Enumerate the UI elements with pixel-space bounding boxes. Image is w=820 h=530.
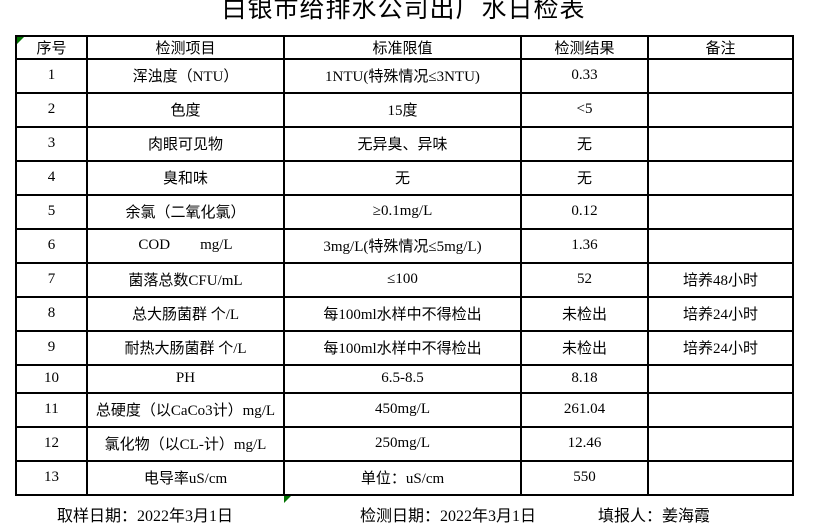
table-row: 5 余氯（二氧化氯） ≥0.1mg/L 0.12 [15,193,794,230]
item-cell: 余氯（二氧化氯） [86,193,285,230]
limit-cell: 每100ml水样中不得检出 [283,295,522,332]
limit-cell: 1NTU(特殊情况≤3NTU) [283,58,522,94]
table-row: 8 总大肠菌群 个/L 每100ml水样中不得检出 未检出 培养24小时 [15,295,794,332]
table-row: 13 电导率uS/cm 单位：uS/cm 550 [15,459,794,497]
result-cell: 无 [520,159,649,196]
row-number-cell: 4 [15,159,88,196]
limit-cell: 无异臭、异味 [283,125,522,162]
header-row: 序号 检测项目 标准限值 检测结果 备注 [15,35,794,60]
header-cell-item: 检测项目 [86,35,285,60]
row-number-cell: 9 [15,329,88,366]
item-cell: 色度 [86,91,285,128]
row-number-cell: 13 [15,459,88,497]
note-cell [647,363,794,394]
limit-cell: 450mg/L [283,391,522,428]
item-cell: 耐热大肠菌群 个/L [86,329,285,366]
item-cell: COD mg/L [86,227,285,264]
header-cell-no: 序号 [15,35,88,60]
item-cell: 肉眼可见物 [86,125,285,162]
result-cell: 1.36 [520,227,649,264]
result-cell: 12.46 [520,425,649,462]
note-cell: 培养24小时 [647,295,794,332]
limit-cell: 250mg/L [283,425,522,462]
item-cell: 总大肠菌群 个/L [86,295,285,332]
note-cell: 培养24小时 [647,329,794,366]
limit-cell: 6.5-8.5 [283,363,522,394]
result-cell: 未检出 [520,295,649,332]
item-cell: 电导率uS/cm [86,459,285,497]
result-cell: 未检出 [520,329,649,366]
sampling-date-label: 取样日期：2022年3月1日 [57,508,234,525]
result-cell: 550 [520,459,649,497]
row-number-cell: 6 [15,227,88,264]
cell-corner-marker-icon [18,38,24,44]
page-title: 白银市给排水公司出厂水日检表 [221,0,586,23]
item-cell: 浑浊度（NTU） [86,58,285,94]
table-body: 1 浑浊度（NTU） 1NTU(特殊情况≤3NTU) 0.33 2 色度 15度… [15,58,794,497]
limit-cell: 15度 [283,91,522,128]
result-cell: <5 [520,91,649,128]
row-number-cell: 1 [15,58,88,94]
sheet-handle-marker-icon [284,496,291,503]
row-number-cell: 8 [15,295,88,332]
note-cell: 培养48小时 [647,261,794,298]
row-number-cell: 10 [15,363,88,394]
row-number-cell: 3 [15,125,88,162]
table-row: 6 COD mg/L 3mg/L(特殊情况≤5mg/L) 1.36 [15,227,794,264]
header-cell-note: 备注 [647,35,794,60]
result-cell: 0.12 [520,193,649,230]
table-row: 2 色度 15度 <5 [15,91,794,128]
table-row: 11 总硬度（以CaCo3计）mg/L 450mg/L 261.04 [15,391,794,428]
item-cell: 总硬度（以CaCo3计）mg/L [86,391,285,428]
result-cell: 261.04 [520,391,649,428]
row-number-cell: 12 [15,425,88,462]
footer: 取样日期：2022年3月1日 检测日期：2022年3月1日 填报人：姜海霞 [0,502,820,526]
limit-cell: 无 [283,159,522,196]
item-cell: 菌落总数CFU/mL [86,261,285,298]
header-label-no: 序号 [36,41,67,57]
note-cell [647,227,794,264]
table-row: 9 耐热大肠菌群 个/L 每100ml水样中不得检出 未检出 培养24小时 [15,329,794,366]
result-cell: 0.33 [520,58,649,94]
note-cell [647,425,794,462]
result-cell: 无 [520,125,649,162]
table-row: 12 氯化物（以CL-计）mg/L 250mg/L 12.46 [15,425,794,462]
item-cell: 臭和味 [86,159,285,196]
limit-cell: ≤100 [283,261,522,298]
note-cell [647,91,794,128]
reporter-label: 填报人：姜海霞 [598,508,711,525]
table-row: 10 PH 6.5-8.5 8.18 [15,363,794,394]
table-row: 3 肉眼可见物 无异臭、异味 无 [15,125,794,162]
note-cell [647,58,794,94]
limit-cell: 每100ml水样中不得检出 [283,329,522,366]
row-number-cell: 7 [15,261,88,298]
test-date-label: 检测日期：2022年3月1日 [360,508,537,525]
note-cell [647,391,794,428]
note-cell [647,125,794,162]
result-cell: 52 [520,261,649,298]
table-row: 4 臭和味 无 无 [15,159,794,196]
row-number-cell: 5 [15,193,88,230]
note-cell [647,193,794,230]
limit-cell: 单位：uS/cm [283,459,522,497]
limit-cell: ≥0.1mg/L [283,193,522,230]
limit-cell: 3mg/L(特殊情况≤5mg/L) [283,227,522,264]
note-cell [647,159,794,196]
item-cell: 氯化物（以CL-计）mg/L [86,425,285,462]
row-number-cell: 2 [15,91,88,128]
item-cell: PH [86,363,285,394]
result-cell: 8.18 [520,363,649,394]
inspection-table: 序号 检测项目 标准限值 检测结果 备注 1 浑浊度（NTU） 1NTU(特殊情… [15,35,794,497]
note-cell [647,459,794,497]
header-cell-limit: 标准限值 [283,35,522,60]
header-cell-result: 检测结果 [520,35,649,60]
row-number-cell: 11 [15,391,88,428]
table-row: 1 浑浊度（NTU） 1NTU(特殊情况≤3NTU) 0.33 [15,58,794,94]
table-row: 7 菌落总数CFU/mL ≤100 52 培养48小时 [15,261,794,298]
